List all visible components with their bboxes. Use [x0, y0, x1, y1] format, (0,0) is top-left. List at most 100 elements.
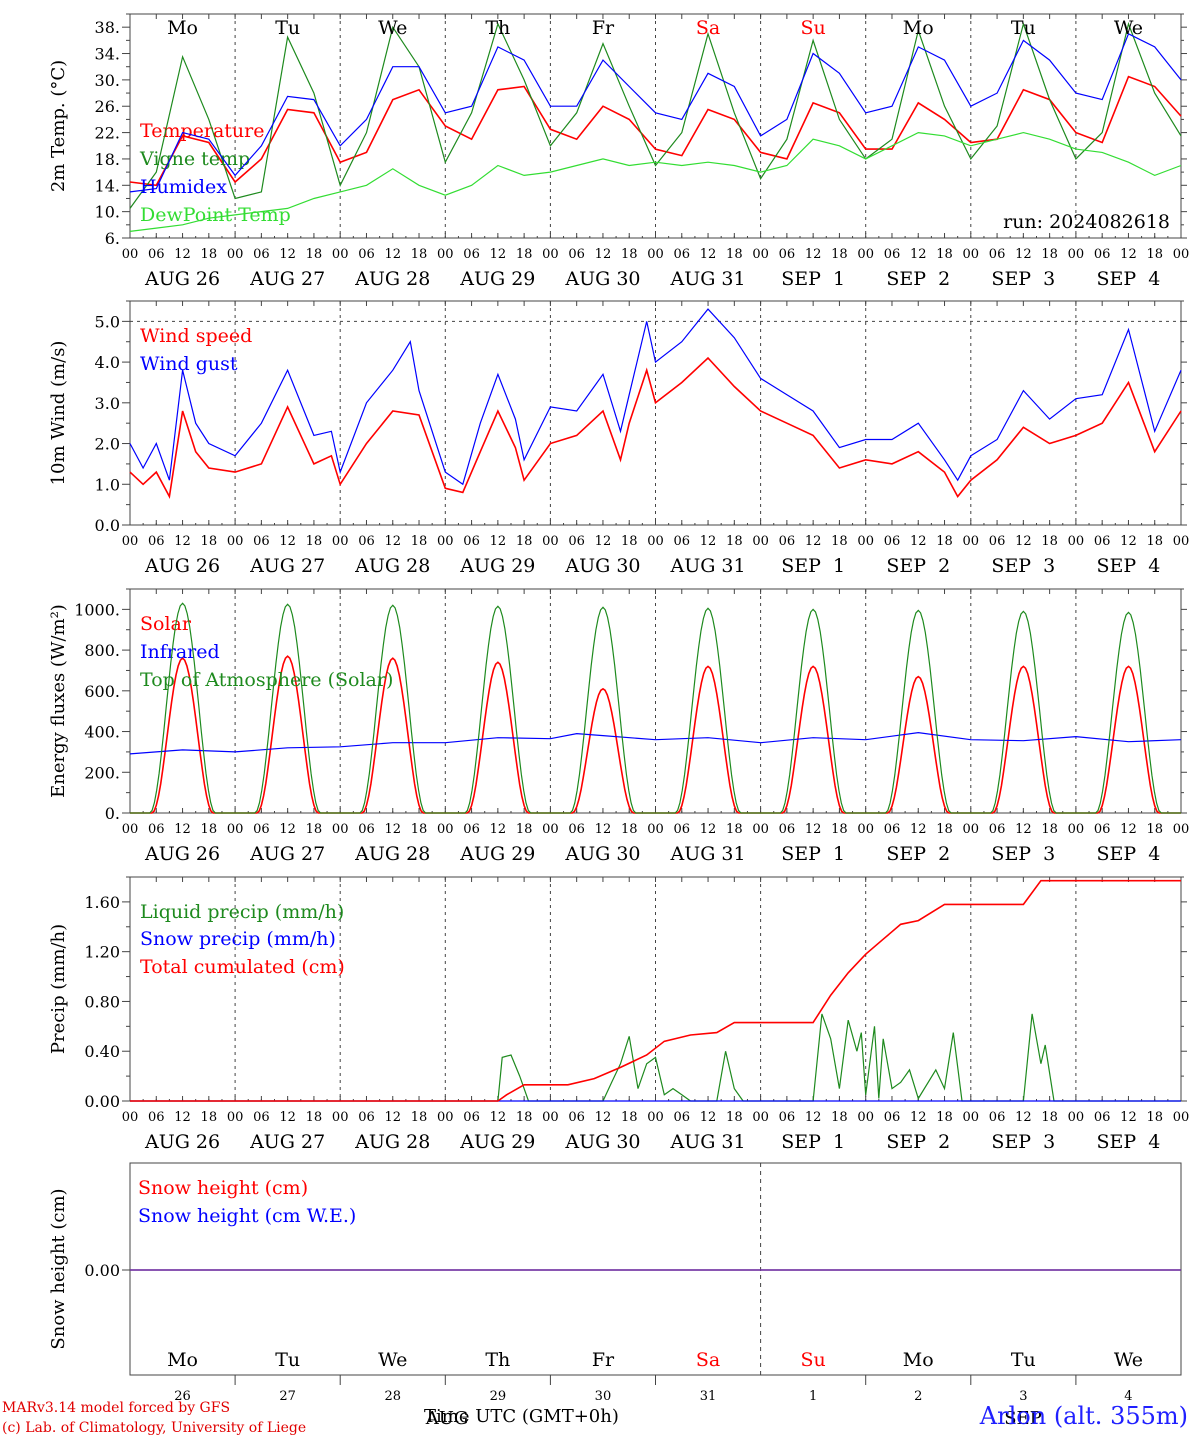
hour-label: 18 — [516, 1110, 533, 1125]
hour-label: 12 — [805, 1110, 822, 1125]
y-tick-label: 800. — [84, 641, 120, 660]
hour-label: 00 — [647, 822, 664, 837]
day-name-top: Tu — [1011, 17, 1036, 39]
legend-wind-gust: Wind gust — [140, 353, 238, 375]
hour-label: 00 — [122, 534, 139, 549]
hour-label: 12 — [595, 1110, 612, 1125]
hour-label: 00 — [1068, 247, 1085, 262]
hour-label: 06 — [884, 822, 901, 837]
date-label: AUG 28 — [354, 555, 430, 577]
date-label: SEP 3 — [991, 1131, 1055, 1153]
hour-label: 06 — [989, 822, 1006, 837]
date-label: SEP 4 — [1097, 1131, 1161, 1153]
hour-label: 12 — [1120, 1110, 1137, 1125]
month-label: SEP — [1004, 1408, 1042, 1429]
hour-label: 12 — [805, 534, 822, 549]
hour-label: 06 — [358, 534, 375, 549]
hour-label: 06 — [253, 534, 270, 549]
hour-label: 06 — [253, 822, 270, 837]
hour-label: 18 — [516, 534, 533, 549]
hour-label: 00 — [227, 247, 244, 262]
hour-label: 00 — [122, 247, 139, 262]
hour-label: 00 — [1068, 1110, 1085, 1125]
hour-label: 12 — [1120, 822, 1137, 837]
y-tick-label: 1.60 — [84, 893, 120, 912]
y-tick-label: 0.80 — [84, 992, 120, 1011]
series-line-vigne-temp — [129, 21, 1182, 209]
hour-label: 00 — [857, 822, 874, 837]
hour-label: 06 — [568, 534, 585, 549]
hour-label: 12 — [279, 247, 296, 262]
hour-label: 06 — [989, 247, 1006, 262]
date-label: SEP 3 — [991, 555, 1055, 577]
date-label: AUG 29 — [459, 1131, 535, 1153]
y-tick-label: 0.00 — [84, 1092, 120, 1111]
hour-label: 06 — [568, 822, 585, 837]
day-number: 27 — [279, 1389, 296, 1404]
y-tick-label: 600. — [84, 682, 120, 701]
hour-label: 00 — [647, 534, 664, 549]
y-tick-label: 200. — [84, 763, 120, 782]
date-label: AUG 31 — [669, 268, 745, 290]
day-name-bottom: Mo — [167, 1349, 198, 1371]
hour-label: 00 — [227, 822, 244, 837]
day-name-top: Fr — [592, 17, 615, 39]
series-line-wind-speed — [129, 356, 1182, 499]
hour-label: 12 — [490, 1110, 507, 1125]
y-tick-label: 38. — [95, 18, 120, 37]
x-axis-title: Time UTC (GMT+0h) — [424, 1406, 619, 1427]
hour-label: 06 — [568, 247, 585, 262]
date-label: AUG 28 — [354, 268, 430, 290]
hour-label: 00 — [963, 822, 980, 837]
hour-label: 18 — [621, 1110, 638, 1125]
date-label: SEP 1 — [781, 268, 845, 290]
hour-label: 06 — [779, 1110, 796, 1125]
day-name-top: Tu — [275, 17, 300, 39]
hour-label: 06 — [148, 247, 165, 262]
date-label: SEP 2 — [886, 268, 950, 290]
hour-label: 00 — [963, 1110, 980, 1125]
series-line-temperature — [129, 75, 1182, 187]
hour-label: 00 — [542, 247, 559, 262]
day-name-top: Mo — [903, 17, 934, 39]
hour-label: 12 — [174, 534, 191, 549]
y-tick-label: 1.0 — [95, 475, 120, 494]
date-label: AUG 31 — [669, 555, 745, 577]
day-name-bottom: Fr — [592, 1349, 615, 1371]
hour-label: 00 — [752, 822, 769, 837]
date-label: SEP 4 — [1097, 555, 1161, 577]
hour-label: 00 — [752, 534, 769, 549]
hour-label: 00 — [437, 247, 454, 262]
day-name-top: Th — [485, 17, 510, 39]
y-tick-label: 26. — [95, 97, 120, 116]
day-name-bottom: Su — [801, 1349, 826, 1371]
day-name-bottom: Sa — [696, 1349, 720, 1371]
legend-snow-height-cm-w-e-: Snow height (cm W.E.) — [138, 1205, 356, 1227]
hour-label: 06 — [358, 247, 375, 262]
day-number: 2 — [914, 1389, 922, 1404]
run-label: run: 2024082618 — [1003, 211, 1170, 233]
legend-temperature: Temperature — [140, 120, 264, 142]
hour-label: 18 — [516, 822, 533, 837]
hour-label: 00 — [542, 822, 559, 837]
hour-label: 12 — [910, 822, 927, 837]
hour-label: 00 — [542, 1110, 559, 1125]
hour-label: 18 — [936, 1110, 953, 1125]
y-axis-title: 10m Wind (m/s) — [48, 341, 69, 486]
hour-label: 12 — [1015, 822, 1032, 837]
hour-label: 12 — [910, 247, 927, 262]
hour-label: 00 — [437, 822, 454, 837]
hour-label: 00 — [857, 247, 874, 262]
hour-label: 06 — [674, 247, 691, 262]
y-tick-label: 4.0 — [95, 353, 120, 372]
hour-label: 18 — [411, 822, 428, 837]
hour-label: 12 — [279, 1110, 296, 1125]
hour-label: 06 — [779, 247, 796, 262]
y-tick-label: 0.0 — [95, 516, 120, 535]
hour-label: 06 — [1094, 247, 1111, 262]
hour-label: 12 — [384, 1110, 401, 1125]
hour-label: 12 — [700, 247, 717, 262]
hour-label: 12 — [174, 822, 191, 837]
hour-label: 12 — [279, 534, 296, 549]
